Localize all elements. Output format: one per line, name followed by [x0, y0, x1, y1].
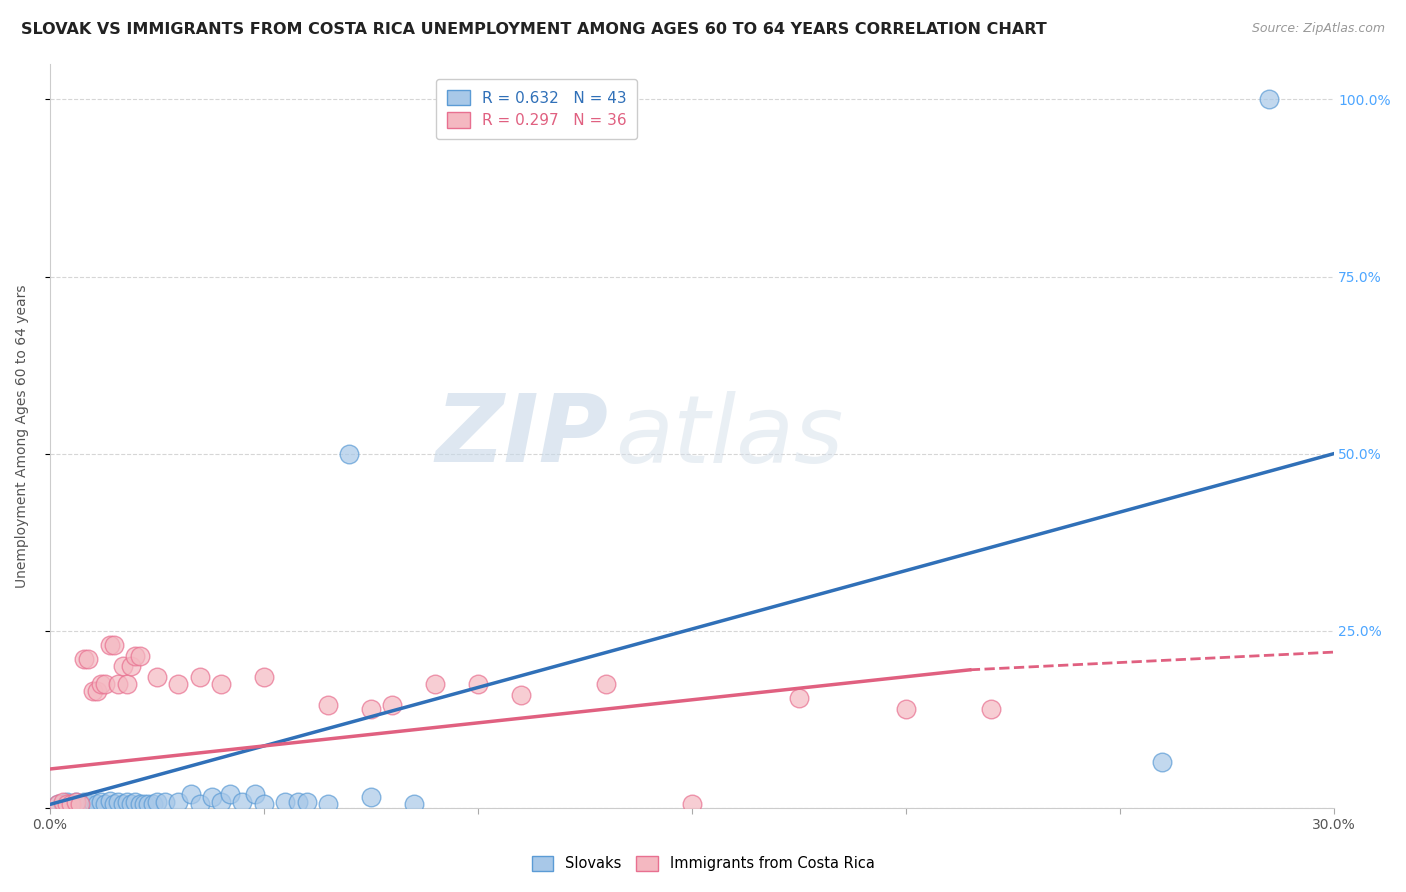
Point [107, 677, 129, 691]
Legend: R = 0.632   N = 43, R = 0.297   N = 36: R = 0.632 N = 43, R = 0.297 N = 36 [436, 79, 637, 138]
Point [141, 797, 163, 812]
Point [128, 648, 150, 663]
Point [98, 794, 121, 808]
Point [1258, 93, 1281, 107]
Point [381, 698, 404, 713]
Point [1152, 755, 1174, 769]
Y-axis label: Unemployment Among Ages 60 to 64 years: Unemployment Among Ages 60 to 64 years [15, 285, 30, 588]
Point [980, 702, 1002, 716]
Point [65, 795, 87, 809]
Text: Source: ZipAtlas.com: Source: ZipAtlas.com [1251, 22, 1385, 36]
Point [316, 698, 339, 713]
Point [128, 797, 150, 812]
Point [52, 795, 75, 809]
Text: SLOVAK VS IMMIGRANTS FROM COSTA RICA UNEMPLOYMENT AMONG AGES 60 TO 64 YEARS CORR: SLOVAK VS IMMIGRANTS FROM COSTA RICA UNE… [21, 22, 1047, 37]
Point [90, 795, 112, 809]
Point [52, 797, 75, 812]
Point [295, 795, 318, 809]
Point [155, 795, 177, 809]
Point [209, 795, 232, 809]
Point [218, 787, 240, 801]
Point [146, 670, 169, 684]
Point [120, 659, 142, 673]
Point [86, 797, 108, 812]
Point [681, 797, 703, 812]
Point [180, 787, 202, 801]
Point [787, 691, 810, 706]
Point [467, 677, 489, 691]
Point [111, 797, 134, 812]
Point [103, 638, 125, 652]
Point [201, 790, 224, 805]
Legend: Slovaks, Immigrants from Costa Rica: Slovaks, Immigrants from Costa Rica [523, 847, 883, 880]
Point [360, 790, 382, 805]
Point [509, 688, 531, 702]
Point [69, 797, 91, 812]
Point [115, 795, 138, 809]
Point [69, 797, 91, 812]
Point [287, 795, 309, 809]
Point [77, 797, 100, 812]
Point [188, 670, 211, 684]
Point [167, 677, 190, 691]
Point [94, 677, 117, 691]
Point [316, 797, 339, 812]
Point [146, 795, 169, 809]
Point [209, 677, 232, 691]
Point [360, 702, 382, 716]
Point [82, 795, 104, 809]
Point [274, 795, 297, 809]
Point [188, 797, 211, 812]
Point [48, 797, 70, 812]
Point [60, 797, 83, 812]
Point [56, 797, 79, 812]
Point [48, 797, 70, 812]
Point [253, 797, 276, 812]
Point [120, 797, 142, 812]
Point [60, 797, 83, 812]
Point [65, 795, 87, 809]
Point [245, 787, 267, 801]
Point [402, 797, 425, 812]
Point [73, 652, 96, 666]
Point [86, 684, 108, 698]
Point [124, 648, 146, 663]
Point [231, 795, 253, 809]
Point [94, 797, 117, 812]
Point [132, 797, 155, 812]
Point [56, 795, 79, 809]
Point [337, 447, 360, 461]
Point [107, 795, 129, 809]
Point [423, 677, 446, 691]
Point [98, 638, 121, 652]
Point [77, 652, 100, 666]
Point [136, 797, 159, 812]
Point [73, 795, 96, 809]
Point [90, 677, 112, 691]
Point [894, 702, 917, 716]
Text: atlas: atlas [614, 391, 844, 482]
Point [595, 677, 617, 691]
Point [115, 677, 138, 691]
Point [111, 659, 134, 673]
Point [167, 795, 190, 809]
Text: ZIP: ZIP [436, 390, 609, 482]
Point [253, 670, 276, 684]
Point [124, 795, 146, 809]
Point [82, 684, 104, 698]
Point [103, 797, 125, 812]
